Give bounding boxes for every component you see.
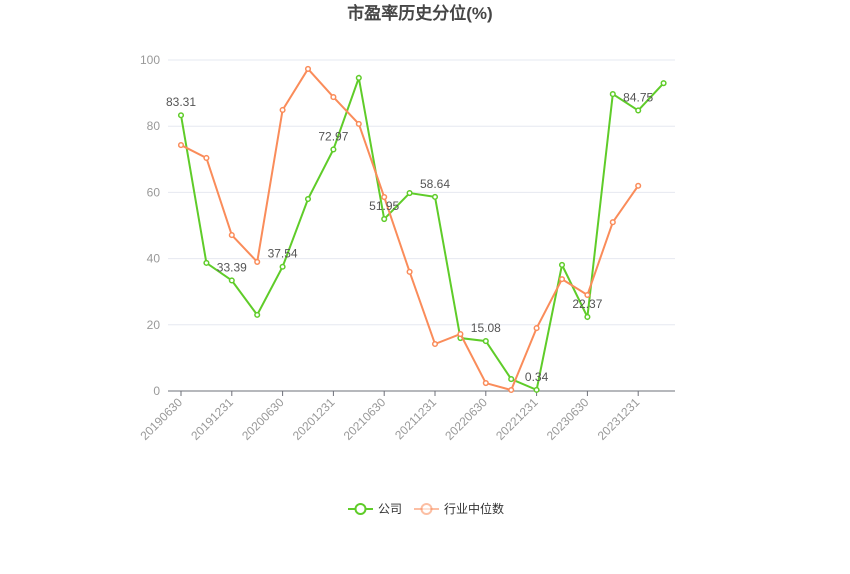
- data-label: 58.64: [420, 177, 450, 191]
- data-label: 72.97: [318, 129, 348, 143]
- data-point: [533, 386, 540, 393]
- y-tick-label: 100: [140, 53, 160, 67]
- data-point: [203, 259, 210, 266]
- data-label: 33.39: [217, 260, 247, 274]
- x-tick-label: 20221231: [493, 395, 541, 443]
- data-point: [381, 193, 388, 201]
- series-line: [180, 67, 640, 392]
- data-point: [660, 80, 667, 87]
- data-point: [381, 215, 388, 223]
- data-label: 51.95: [369, 199, 399, 213]
- data-point: [355, 120, 362, 127]
- data-point: [304, 65, 312, 72]
- data-point: [609, 219, 616, 226]
- data-point: [558, 261, 566, 268]
- data-label: 83.31: [166, 95, 196, 109]
- x-tick-label: 20231231: [595, 395, 643, 443]
- data-point: [228, 277, 235, 284]
- data-point: [508, 376, 515, 383]
- data-point: [203, 154, 210, 162]
- legend: 公司 行业中位数: [348, 501, 504, 516]
- data-point: [508, 386, 515, 394]
- data-point: [635, 107, 642, 114]
- data-point: [279, 263, 286, 270]
- legend-label: 公司: [378, 502, 402, 516]
- data-point: [177, 112, 185, 119]
- data-labels: 83.31 33.39 37.54 72.97 51.95 58.64 15.08 0.34 2…: [166, 90, 654, 383]
- data-point: [482, 380, 489, 387]
- data-point: [457, 331, 464, 338]
- y-tick-label: 40: [147, 252, 161, 266]
- data-point: [330, 146, 337, 153]
- data-point: [431, 340, 439, 348]
- data-point: [609, 91, 616, 98]
- legend-marker: [420, 503, 433, 515]
- data-point: [584, 313, 591, 321]
- x-tick-label: 20220630: [442, 395, 490, 443]
- data-point: [330, 94, 337, 101]
- data-point: [584, 291, 591, 299]
- data-point: [558, 276, 566, 283]
- series: [177, 65, 667, 394]
- x-tick-label: 20191231: [188, 395, 236, 443]
- y-tick-label: 0: [153, 384, 160, 398]
- data-point: [304, 195, 312, 203]
- data-point: [254, 311, 261, 318]
- data-label: 15.08: [471, 321, 501, 335]
- data-point: [254, 258, 261, 265]
- data-label: 37.54: [268, 247, 298, 261]
- x-tick-label: 20201231: [290, 395, 338, 443]
- data-point: [533, 325, 540, 332]
- data-point: [635, 182, 642, 189]
- x-tick-label: 20200630: [239, 395, 287, 443]
- chart-title: 市盈率历史分位(%): [347, 3, 492, 23]
- legend-marker: [354, 503, 367, 515]
- data-label: 84.75: [623, 90, 653, 104]
- data-point: [482, 338, 489, 345]
- data-point: [431, 193, 439, 200]
- data-label: 22.37: [572, 297, 602, 311]
- data-point: [355, 74, 362, 81]
- data-label: 0.34: [525, 370, 549, 384]
- data-point: [406, 268, 413, 275]
- x-tick-label: 20211231: [392, 395, 439, 442]
- x-tick-label: 20190630: [137, 395, 185, 443]
- grid: [168, 59, 675, 326]
- series-line: [180, 73, 665, 392]
- y-tick-label: 60: [147, 185, 161, 199]
- y-tick-label: 80: [147, 119, 161, 133]
- y-tick-label: 20: [147, 318, 161, 332]
- data-point: [177, 142, 185, 149]
- legend-label: 行业中位数: [444, 501, 504, 516]
- x-tick-label: 20210630: [341, 395, 389, 443]
- data-point: [279, 106, 286, 114]
- data-point: [406, 190, 413, 197]
- x-tick-label: 20230630: [544, 395, 592, 443]
- data-point: [228, 232, 235, 239]
